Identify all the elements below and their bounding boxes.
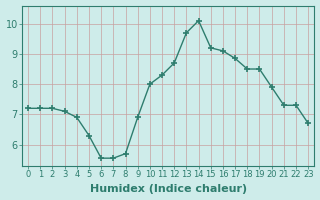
X-axis label: Humidex (Indice chaleur): Humidex (Indice chaleur) bbox=[90, 184, 247, 194]
